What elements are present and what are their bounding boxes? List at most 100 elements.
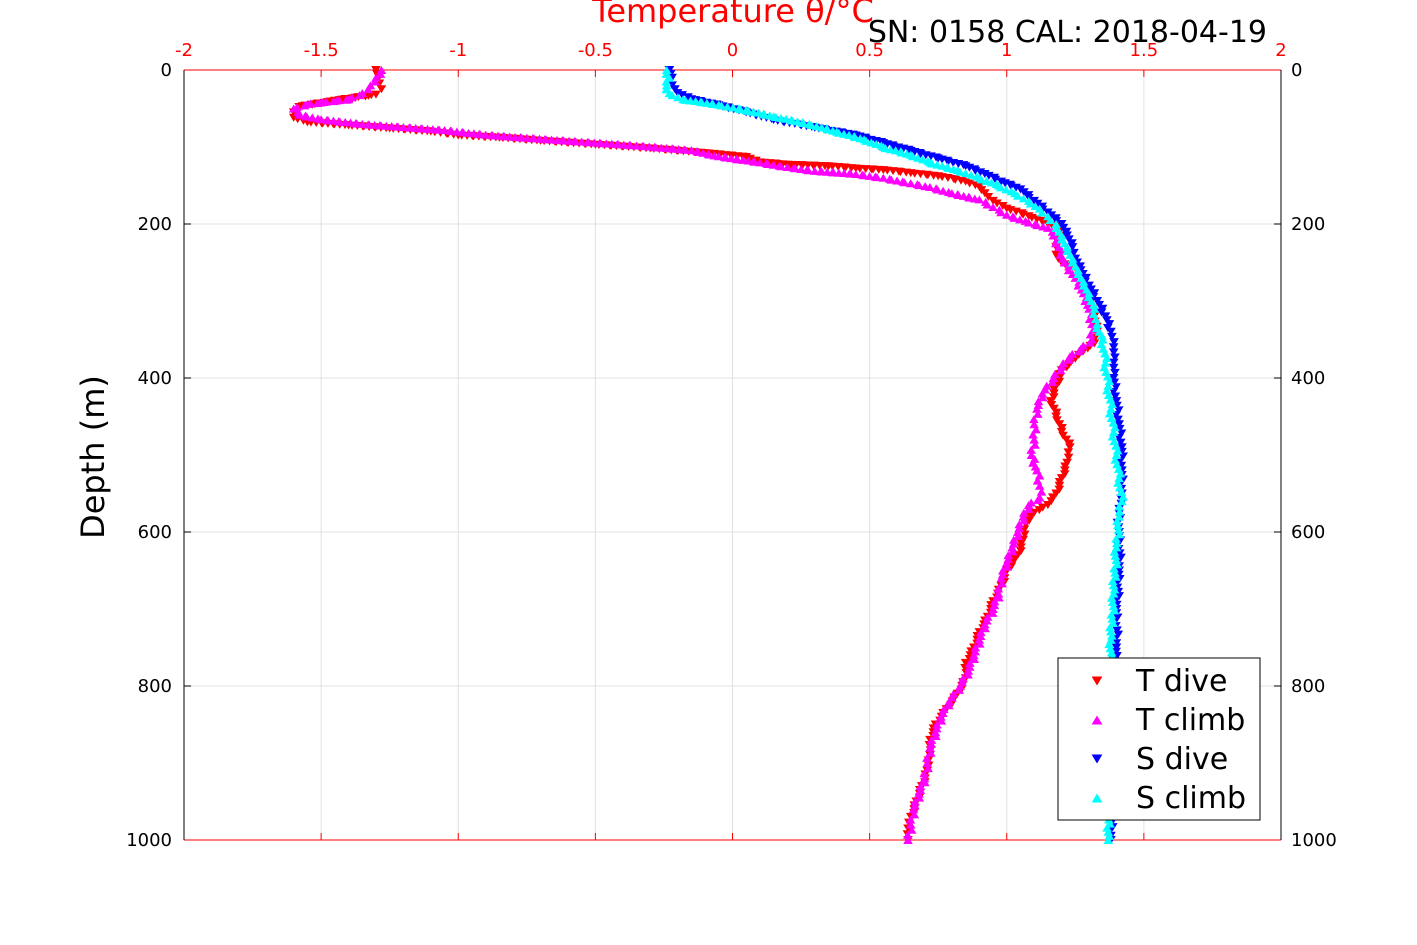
data-point — [915, 782, 926, 791]
data-point — [1108, 581, 1119, 590]
data-point — [1108, 363, 1119, 372]
data-point — [522, 133, 532, 142]
data-point — [983, 193, 994, 202]
data-point — [375, 69, 386, 78]
data-point — [480, 130, 491, 139]
data-point — [987, 608, 998, 617]
data-point — [1111, 534, 1121, 543]
data-point — [677, 91, 688, 100]
data-point — [763, 159, 773, 168]
y-tick-label-right: 200 — [1291, 214, 1325, 235]
y-tick-label-right: 800 — [1291, 676, 1325, 697]
data-point — [1111, 410, 1122, 419]
data-point — [1013, 531, 1023, 540]
data-point — [776, 162, 786, 171]
data-point — [439, 126, 450, 135]
data-point — [1029, 435, 1039, 444]
data-point — [905, 815, 916, 824]
data-point — [992, 199, 1002, 208]
data-point — [851, 169, 861, 178]
data-point — [1112, 626, 1122, 635]
data-point — [903, 836, 913, 844]
data-point — [1112, 401, 1122, 410]
data-point — [1115, 457, 1125, 466]
data-point — [910, 797, 920, 806]
y-axis-title: Depth (m) — [74, 375, 112, 539]
data-point — [1001, 558, 1012, 567]
data-point — [1102, 823, 1112, 832]
y-tick-label-left: 1000 — [126, 830, 172, 851]
data-point — [1046, 211, 1057, 220]
data-point — [782, 163, 793, 172]
data-point — [908, 805, 919, 814]
data-point — [1028, 430, 1038, 439]
y-tick-label-left: 600 — [138, 522, 172, 543]
legend-box — [1057, 657, 1261, 821]
data-point — [341, 95, 352, 104]
data-point — [713, 152, 724, 161]
data-point — [1030, 440, 1040, 449]
data-point — [1097, 331, 1107, 340]
data-point — [1001, 185, 1011, 194]
data-point — [919, 769, 929, 778]
data-point — [1018, 194, 1029, 203]
data-point — [936, 712, 946, 721]
data-point — [1114, 566, 1124, 575]
legend-item: S climb — [1091, 781, 1246, 816]
data-point — [1014, 520, 1025, 529]
data-point — [1048, 374, 1059, 382]
data-point — [955, 682, 965, 690]
data-point — [980, 620, 990, 629]
data-point — [936, 716, 947, 725]
data-point — [1110, 368, 1120, 377]
data-point — [993, 589, 1004, 598]
data-point — [1113, 525, 1124, 534]
data-point — [661, 77, 672, 86]
data-point — [1084, 289, 1094, 298]
data-point — [1116, 429, 1127, 438]
data-point — [1109, 585, 1120, 594]
data-point — [1112, 446, 1123, 455]
legend-item: S dive — [1091, 742, 1228, 777]
data-point — [960, 658, 971, 667]
data-point — [1110, 392, 1121, 401]
data-point — [376, 85, 387, 94]
data-point — [1111, 383, 1121, 392]
data-point — [976, 628, 986, 637]
data-point — [1033, 495, 1043, 504]
data-point — [954, 685, 964, 694]
data-point — [316, 115, 326, 124]
data-point — [1108, 374, 1119, 382]
data-point — [905, 820, 916, 829]
data-point — [1089, 304, 1100, 313]
data-point — [1097, 335, 1108, 344]
data-point — [922, 753, 932, 762]
data-point — [1112, 539, 1122, 547]
data-point — [328, 97, 339, 106]
data-point — [1108, 427, 1119, 436]
data-point — [1106, 404, 1116, 413]
data-point — [993, 584, 1004, 593]
data-point — [1059, 258, 1070, 267]
data-point — [1009, 213, 1020, 222]
data-point — [398, 122, 409, 131]
series-t-climb — [288, 66, 1099, 844]
data-point — [1110, 423, 1120, 432]
data-point — [1019, 530, 1030, 539]
data-point — [974, 195, 985, 204]
data-point — [944, 697, 954, 706]
data-point — [1101, 353, 1112, 362]
sn-cal-label: SN: 0158 CAL: 2018-04-19 — [868, 15, 1267, 50]
data-point — [1032, 404, 1042, 413]
data-point — [980, 624, 991, 633]
data-point — [1109, 564, 1119, 573]
data-point — [1108, 387, 1119, 396]
data-point — [886, 175, 897, 184]
data-point — [728, 103, 738, 112]
data-point — [906, 825, 917, 834]
data-point — [1107, 577, 1118, 585]
y-tick-label-right: 400 — [1291, 368, 1325, 389]
legend-label: T climb — [1135, 703, 1245, 738]
data-point — [1115, 469, 1126, 478]
